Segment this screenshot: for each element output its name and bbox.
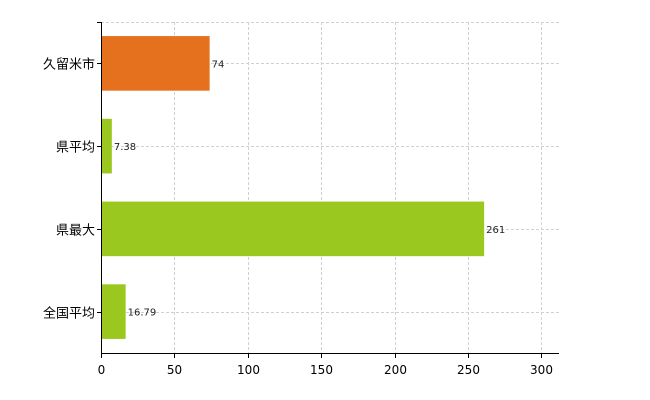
x-tick-label: 0 <box>98 363 106 377</box>
data-label: 74 <box>212 59 225 70</box>
x-tick-label: 100 <box>237 363 260 377</box>
x-tick-label: 200 <box>384 363 407 377</box>
bar-3 <box>102 284 126 339</box>
bar-2 <box>102 201 485 257</box>
axis-layer <box>97 22 559 358</box>
data-label: 7.38 <box>114 142 136 153</box>
bar-0 <box>102 36 210 91</box>
bar-1 <box>102 118 112 174</box>
category-label: 県平均 <box>56 141 95 156</box>
x-tick-label: 50 <box>167 363 182 377</box>
category-label: 県最大 <box>56 224 95 239</box>
category-label: 久留米市 <box>43 57 95 73</box>
x-tick-label: 250 <box>457 363 480 377</box>
x-tick-label: 300 <box>530 363 553 377</box>
data-label: 16.79 <box>128 308 157 319</box>
bar-layer <box>102 36 485 339</box>
data-label: 261 <box>486 225 505 236</box>
category-label: 全国平均 <box>43 306 95 322</box>
x-tick-label: 150 <box>310 363 333 377</box>
